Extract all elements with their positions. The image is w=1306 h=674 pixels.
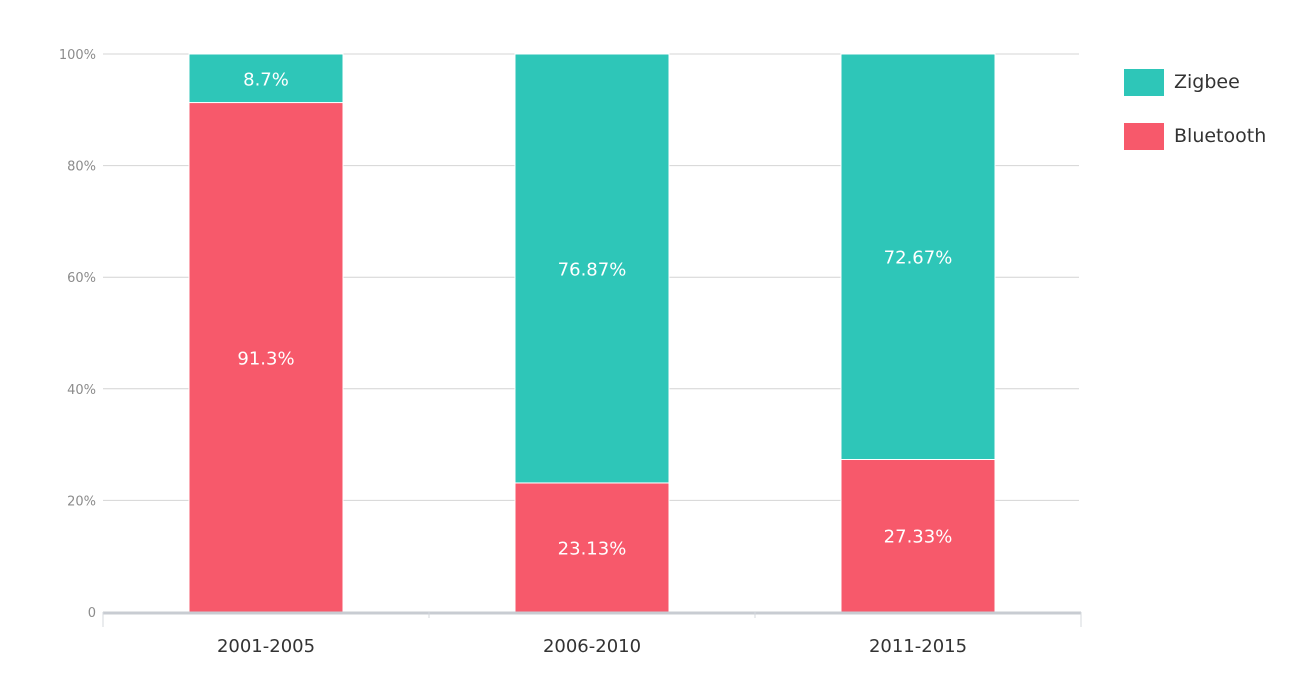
legend-label-bluetooth: Bluetooth [1174, 125, 1267, 147]
legend-swatch-bluetooth [1124, 122, 1164, 150]
y-tick-label: 0 [88, 606, 96, 621]
bars: 91.3% 8.7% 23.13% 76.87% 27.33% 72.67% [188, 53, 996, 613]
data-label: 72.67% [884, 248, 953, 269]
legend-item-zigbee[interactable]: Zigbee [1124, 68, 1266, 96]
data-label: 91.3% [237, 348, 294, 369]
legend-item-bluetooth[interactable]: Bluetooth [1124, 122, 1266, 150]
y-tick-label: 100% [59, 48, 96, 63]
x-tick-label: 2001-2005 [217, 636, 315, 657]
x-tick-label: 2006-2010 [543, 636, 641, 657]
bar-segment-zigbee[interactable] [840, 53, 996, 460]
bar-segment-bluetooth[interactable] [840, 458, 996, 613]
legend-swatch-zigbee [1124, 68, 1164, 96]
legend-label-zigbee: Zigbee [1174, 71, 1240, 93]
y-tick-label: 80% [67, 160, 96, 175]
data-label: 23.13% [558, 538, 627, 559]
bar-segment-zigbee[interactable] [188, 53, 344, 104]
x-tick-label: 2011-2015 [869, 636, 967, 657]
x-axis [102, 611, 1082, 627]
data-label: 76.87% [558, 259, 627, 280]
data-label: 27.33% [884, 527, 953, 548]
bar-segment-zigbee[interactable] [514, 53, 670, 484]
y-tick-label: 60% [67, 271, 96, 286]
x-axis-tick-labels: 2001-2005 2006-2010 2011-2015 [217, 636, 967, 657]
y-tick-label: 40% [67, 383, 96, 398]
y-tick-label: 20% [67, 494, 96, 509]
data-label: 8.7% [243, 69, 289, 90]
legend: Zigbee Bluetooth [1124, 68, 1266, 176]
bar-segment-bluetooth[interactable] [188, 102, 344, 613]
y-axis-tick-labels: 0 20% 40% 60% 80% 100% [59, 48, 96, 621]
